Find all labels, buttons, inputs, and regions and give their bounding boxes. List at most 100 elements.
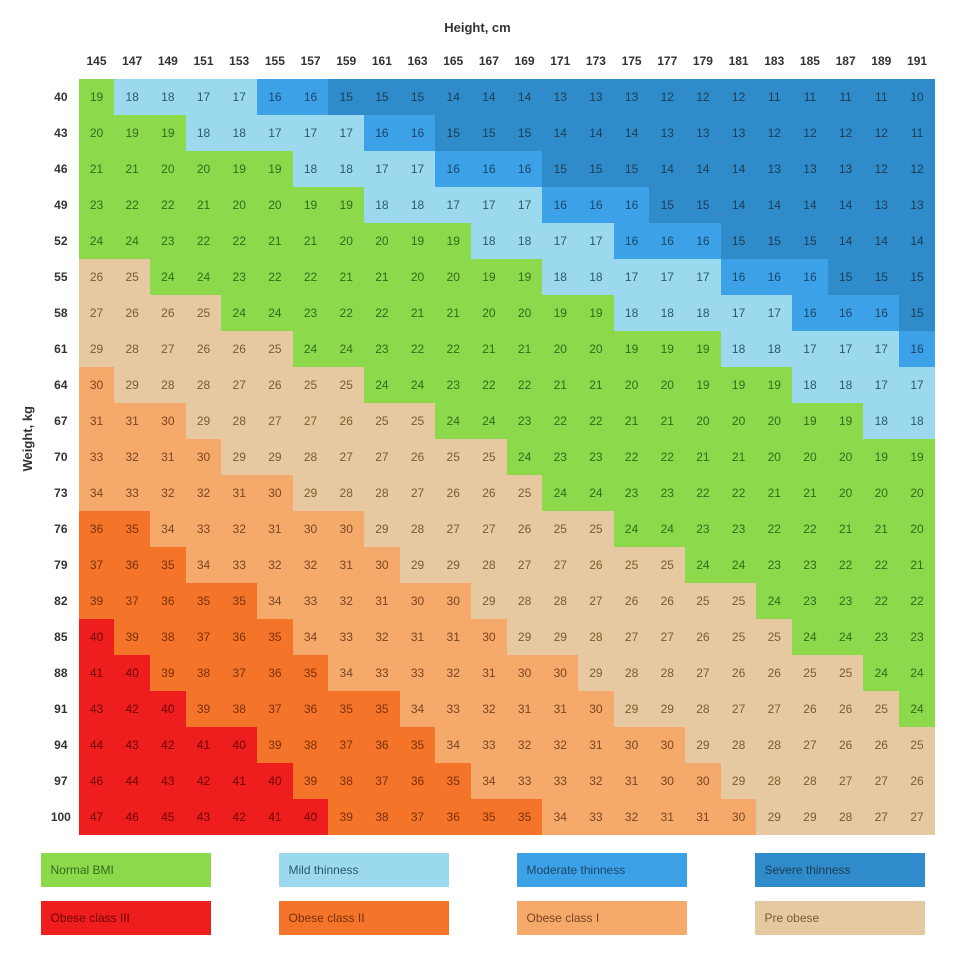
bmi-cell: 20 <box>186 151 222 187</box>
height-header: 163 <box>400 43 436 79</box>
bmi-cell: 28 <box>400 511 436 547</box>
bmi-cell: 23 <box>828 583 864 619</box>
bmi-cell: 27 <box>614 619 650 655</box>
bmi-cell: 16 <box>863 295 899 331</box>
bmi-cell: 21 <box>828 511 864 547</box>
bmi-cell: 20 <box>756 403 792 439</box>
bmi-cell: 32 <box>364 619 400 655</box>
bmi-cell: 13 <box>542 79 578 115</box>
bmi-cell: 32 <box>507 727 543 763</box>
bmi-cell: 21 <box>79 151 115 187</box>
bmi-cell: 22 <box>685 475 721 511</box>
bmi-cell: 24 <box>578 475 614 511</box>
bmi-cell: 29 <box>114 367 150 403</box>
bmi-cell: 23 <box>150 223 186 259</box>
bmi-cell: 15 <box>542 151 578 187</box>
bmi-cell: 20 <box>221 187 257 223</box>
bmi-cell: 26 <box>899 763 935 799</box>
bmi-cell: 35 <box>257 619 293 655</box>
bmi-cell: 20 <box>828 475 864 511</box>
bmi-cell: 20 <box>471 295 507 331</box>
bmi-cell: 16 <box>685 223 721 259</box>
bmi-cell: 22 <box>863 583 899 619</box>
bmi-cell: 22 <box>614 439 650 475</box>
bmi-cell: 38 <box>150 619 186 655</box>
bmi-cell: 25 <box>721 619 757 655</box>
bmi-cell: 31 <box>542 691 578 727</box>
bmi-cell: 24 <box>649 511 685 547</box>
bmi-cell: 30 <box>293 511 329 547</box>
bmi-cell: 19 <box>150 115 186 151</box>
bmi-cell: 14 <box>614 115 650 151</box>
bmi-cell: 17 <box>721 295 757 331</box>
bmi-cell: 26 <box>257 367 293 403</box>
height-header: 169 <box>507 43 543 79</box>
bmi-cell: 21 <box>863 511 899 547</box>
bmi-cell: 15 <box>899 295 935 331</box>
bmi-cell: 25 <box>578 511 614 547</box>
bmi-cell: 31 <box>79 403 115 439</box>
bmi-cell: 38 <box>186 655 222 691</box>
bmi-cell: 35 <box>471 799 507 835</box>
bmi-cell: 17 <box>293 115 329 151</box>
bmi-cell: 34 <box>293 619 329 655</box>
bmi-cell: 18 <box>863 403 899 439</box>
bmi-cell: 42 <box>150 727 186 763</box>
bmi-cell: 24 <box>899 691 935 727</box>
bmi-cell: 39 <box>293 763 329 799</box>
bmi-cell: 27 <box>542 547 578 583</box>
bmi-cell: 37 <box>328 727 364 763</box>
bmi-cell: 19 <box>542 295 578 331</box>
bmi-cell: 18 <box>293 151 329 187</box>
bmi-cell: 11 <box>792 79 828 115</box>
bmi-cell: 21 <box>578 367 614 403</box>
weight-header: 100 <box>43 799 79 835</box>
bmi-cell: 29 <box>685 727 721 763</box>
bmi-cell: 28 <box>792 763 828 799</box>
bmi-cell: 36 <box>364 727 400 763</box>
bmi-cell: 24 <box>114 223 150 259</box>
bmi-cell: 46 <box>79 763 115 799</box>
bmi-cell: 18 <box>578 259 614 295</box>
bmi-cell: 40 <box>150 691 186 727</box>
bmi-cell: 42 <box>114 691 150 727</box>
bmi-cell: 22 <box>114 187 150 223</box>
bmi-cell: 15 <box>863 259 899 295</box>
bmi-cell: 20 <box>400 259 436 295</box>
bmi-cell: 33 <box>186 511 222 547</box>
bmi-cell: 23 <box>435 367 471 403</box>
bmi-cell: 18 <box>114 79 150 115</box>
weight-header: 79 <box>43 547 79 583</box>
bmi-cell: 20 <box>792 439 828 475</box>
bmi-cell: 13 <box>756 151 792 187</box>
bmi-cell: 27 <box>828 763 864 799</box>
bmi-cell: 35 <box>114 511 150 547</box>
bmi-cell: 17 <box>649 259 685 295</box>
bmi-cell: 34 <box>328 655 364 691</box>
bmi-cell: 23 <box>792 583 828 619</box>
bmi-cell: 26 <box>186 331 222 367</box>
bmi-cell: 20 <box>578 331 614 367</box>
bmi-cell: 18 <box>614 295 650 331</box>
bmi-cell: 15 <box>328 79 364 115</box>
bmi-cell: 19 <box>649 331 685 367</box>
bmi-cell: 37 <box>114 583 150 619</box>
bmi-cell: 22 <box>507 367 543 403</box>
bmi-cell: 34 <box>435 727 471 763</box>
bmi-cell: 47 <box>79 799 115 835</box>
height-header: 185 <box>792 43 828 79</box>
bmi-cell: 41 <box>186 727 222 763</box>
bmi-cell: 35 <box>400 727 436 763</box>
bmi-cell: 18 <box>471 223 507 259</box>
bmi-cell: 16 <box>649 223 685 259</box>
bmi-cell: 27 <box>863 799 899 835</box>
bmi-cell: 34 <box>186 547 222 583</box>
bmi-cell: 23 <box>685 511 721 547</box>
bmi-cell: 20 <box>328 223 364 259</box>
bmi-cell: 20 <box>756 439 792 475</box>
bmi-cell: 29 <box>257 439 293 475</box>
legend-swatch: Severe thinness <box>755 853 925 887</box>
bmi-cell: 23 <box>293 295 329 331</box>
bmi-cell: 21 <box>293 223 329 259</box>
legend-swatch: Moderate thinness <box>517 853 687 887</box>
